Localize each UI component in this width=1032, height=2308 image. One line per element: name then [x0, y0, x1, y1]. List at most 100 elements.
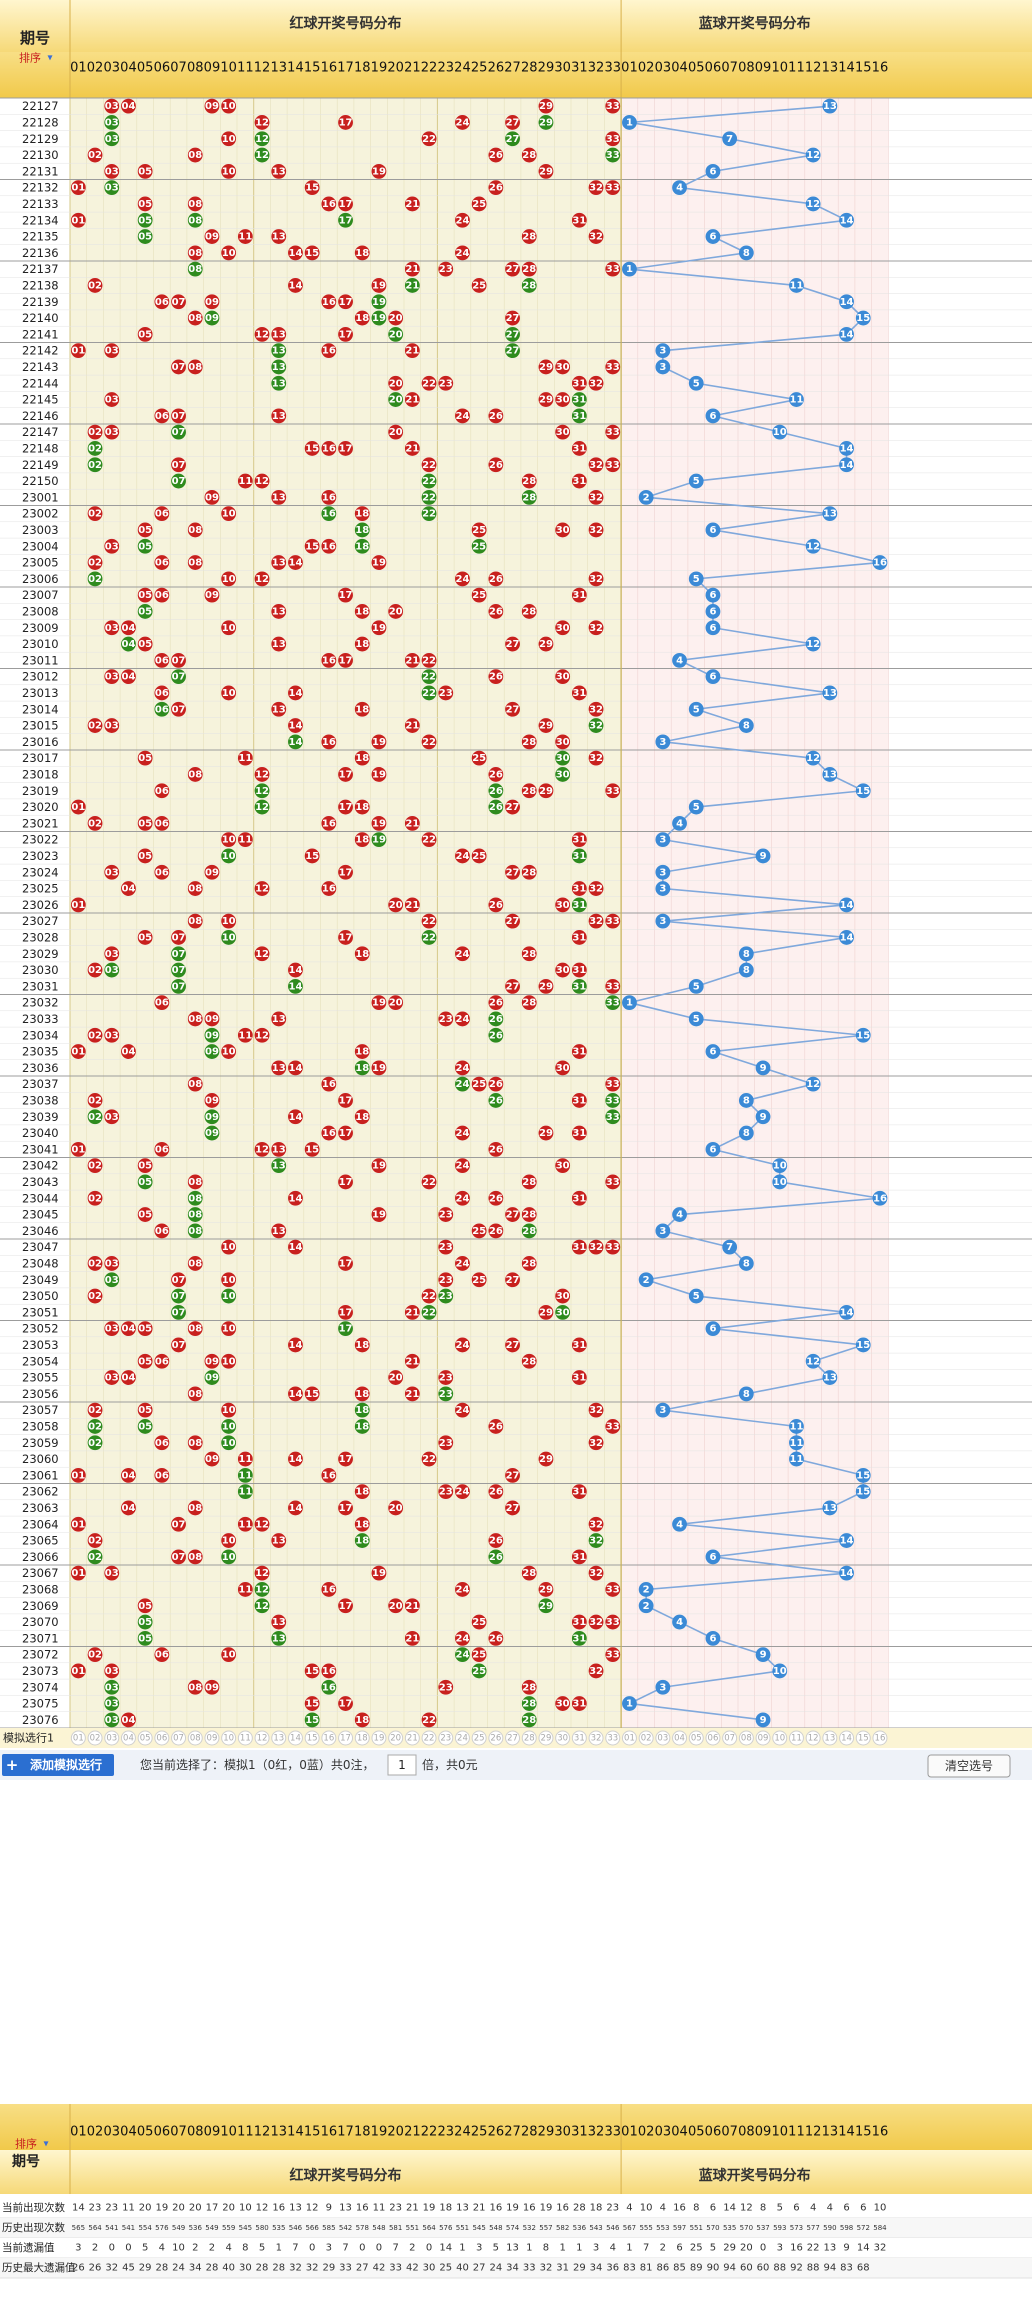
sim-red-select-number[interactable]: 05 [140, 1734, 151, 1744]
sim-red-select-number[interactable]: 09 [207, 1734, 218, 1744]
plus-icon[interactable]: + [6, 1756, 19, 1774]
red-ball-number: 28 [522, 998, 536, 1009]
stats-value: 24 [172, 2263, 185, 2274]
red-ball [104, 1109, 120, 1125]
red-ball-number: 16 [322, 1079, 336, 1090]
red-ball-number: 05 [138, 525, 152, 536]
sim-red-select-number[interactable]: 15 [307, 1734, 318, 1744]
blue-ball-number: 5 [693, 981, 700, 992]
sim-red-select-number[interactable]: 02 [90, 1734, 101, 1744]
stats-value: 546 [606, 2224, 620, 2232]
red-column-footer: 14 [287, 2125, 304, 2140]
sim-red-select-number[interactable]: 23 [440, 1734, 451, 1744]
sim-red-select-number[interactable]: 24 [457, 1734, 468, 1744]
sim-red-select-number[interactable]: 27 [507, 1734, 518, 1744]
sort-toggle[interactable]: 排序 [19, 51, 41, 65]
sim-red-select-number[interactable]: 29 [541, 1734, 552, 1744]
sim-red-select-number[interactable]: 12 [257, 1734, 268, 1744]
blue-ball-number: 12 [806, 541, 820, 552]
period-label: 22128 [22, 115, 59, 129]
sim-red-select-number[interactable]: 16 [323, 1734, 334, 1744]
red-ball [171, 652, 186, 668]
sort-chevron-icon[interactable]: ▾ [43, 2139, 48, 2150]
red-column-footer: 02 [87, 2125, 104, 2140]
sim-red-select-number[interactable]: 06 [156, 1734, 167, 1744]
blue-ball-number: 3 [659, 346, 666, 357]
sim-red-select-number[interactable]: 17 [340, 1734, 351, 1744]
sim-blue-select-number[interactable]: 08 [741, 1734, 752, 1744]
red-ball [70, 1044, 86, 1059]
red-ball [571, 1125, 587, 1141]
stats-value: 0 [426, 2243, 432, 2254]
sim-blue-select-number[interactable]: 11 [791, 1734, 802, 1744]
sim-red-select-number[interactable]: 08 [190, 1734, 201, 1744]
sim-red-select-number[interactable]: 18 [357, 1734, 368, 1744]
sim-red-select-number[interactable]: 25 [474, 1734, 485, 1744]
sim-blue-select-number[interactable]: 01 [624, 1734, 635, 1744]
sim-blue-select-number[interactable]: 16 [875, 1734, 886, 1744]
stats-value: 590 [823, 2224, 836, 2232]
sim-red-select-number[interactable]: 28 [524, 1734, 535, 1744]
sim-red-select-number[interactable]: 30 [557, 1734, 568, 1744]
blue-ball-number: 4 [676, 1210, 683, 1221]
sim-blue-select-number[interactable]: 06 [708, 1734, 719, 1744]
sim-red-select-number[interactable]: 04 [123, 1734, 134, 1744]
red-ball-number: 07 [172, 949, 186, 960]
red-column-header: 33 [604, 61, 621, 76]
red-ball-number: 29 [539, 101, 553, 112]
sim-blue-select-number[interactable]: 05 [691, 1734, 702, 1744]
period-label: 22135 [22, 230, 59, 244]
red-ball-number: 17 [339, 1128, 353, 1139]
red-ball-number: 10 [222, 623, 236, 634]
sim-blue-select-number[interactable]: 12 [808, 1734, 819, 1744]
blue-ball-number: 8 [743, 949, 750, 960]
period-label: 22141 [22, 327, 59, 341]
multiplier-value[interactable]: 1 [398, 1758, 406, 1772]
stats-value: 2 [660, 2243, 666, 2254]
sim-blue-select-number[interactable]: 02 [641, 1734, 652, 1744]
sim-red-select-number[interactable]: 19 [374, 1734, 385, 1744]
clear-button-label[interactable]: 清空选号 [945, 1759, 993, 1773]
stats-value: 21 [406, 2203, 419, 2214]
sim-red-select-number[interactable]: 32 [591, 1734, 602, 1744]
red-ball-number: 05 [138, 1617, 152, 1628]
stats-value: 551 [406, 2224, 419, 2232]
selection-summary: 您当前选择了：模拟1（0红，0蓝）共0注， [140, 1757, 375, 1772]
sim-blue-select-number[interactable]: 07 [724, 1734, 735, 1744]
red-ball-number: 04 [121, 1503, 135, 1514]
sim-red-select-number[interactable]: 14 [290, 1734, 301, 1744]
sort-chevron-icon[interactable]: ▾ [47, 53, 52, 64]
sim-red-select-number[interactable]: 33 [607, 1734, 618, 1744]
red-ball-number: 13 [272, 1014, 286, 1025]
sim-blue-select-number[interactable]: 09 [758, 1734, 769, 1744]
red-column-header: 29 [538, 61, 555, 76]
sim-red-select-number[interactable]: 11 [240, 1734, 251, 1744]
sim-blue-select-number[interactable]: 13 [824, 1734, 835, 1744]
sim-red-select-number[interactable]: 22 [424, 1734, 435, 1744]
sim-red-select-number[interactable]: 01 [73, 1734, 84, 1744]
red-ball-number: 01 [71, 1568, 85, 1579]
red-ball [505, 864, 520, 880]
red-ball-number: 25 [472, 280, 486, 291]
sim-blue-select-number[interactable]: 03 [657, 1734, 668, 1744]
sort-toggle-footer[interactable]: 排序 [15, 2137, 37, 2151]
sim-red-select-number[interactable]: 20 [390, 1734, 401, 1744]
sim-red-select-number[interactable]: 26 [490, 1734, 501, 1744]
red-ball-number: 22 [422, 672, 436, 683]
sim-red-select-number[interactable]: 31 [574, 1734, 585, 1744]
sim-blue-select-number[interactable]: 04 [674, 1734, 685, 1744]
sim-red-select-number[interactable]: 03 [106, 1734, 117, 1744]
sim-blue-select-number[interactable]: 15 [858, 1734, 869, 1744]
stats-value: 25 [439, 2263, 452, 2274]
sim-red-select-number[interactable]: 07 [173, 1734, 184, 1744]
period-label: 23005 [22, 556, 59, 570]
sim-blue-select-number[interactable]: 14 [841, 1734, 852, 1744]
sim-blue-select-number[interactable]: 10 [774, 1734, 785, 1744]
sim-red-select-number[interactable]: 21 [407, 1734, 418, 1744]
add-sim-row-label[interactable]: 添加模拟选行 [30, 1757, 102, 1772]
repeat-red-ball [488, 799, 504, 815]
red-ball-number: 31 [572, 932, 586, 943]
sim-red-select-number[interactable]: 10 [223, 1734, 234, 1744]
sim-red-select-number[interactable]: 13 [273, 1734, 284, 1744]
red-ball [588, 489, 604, 505]
